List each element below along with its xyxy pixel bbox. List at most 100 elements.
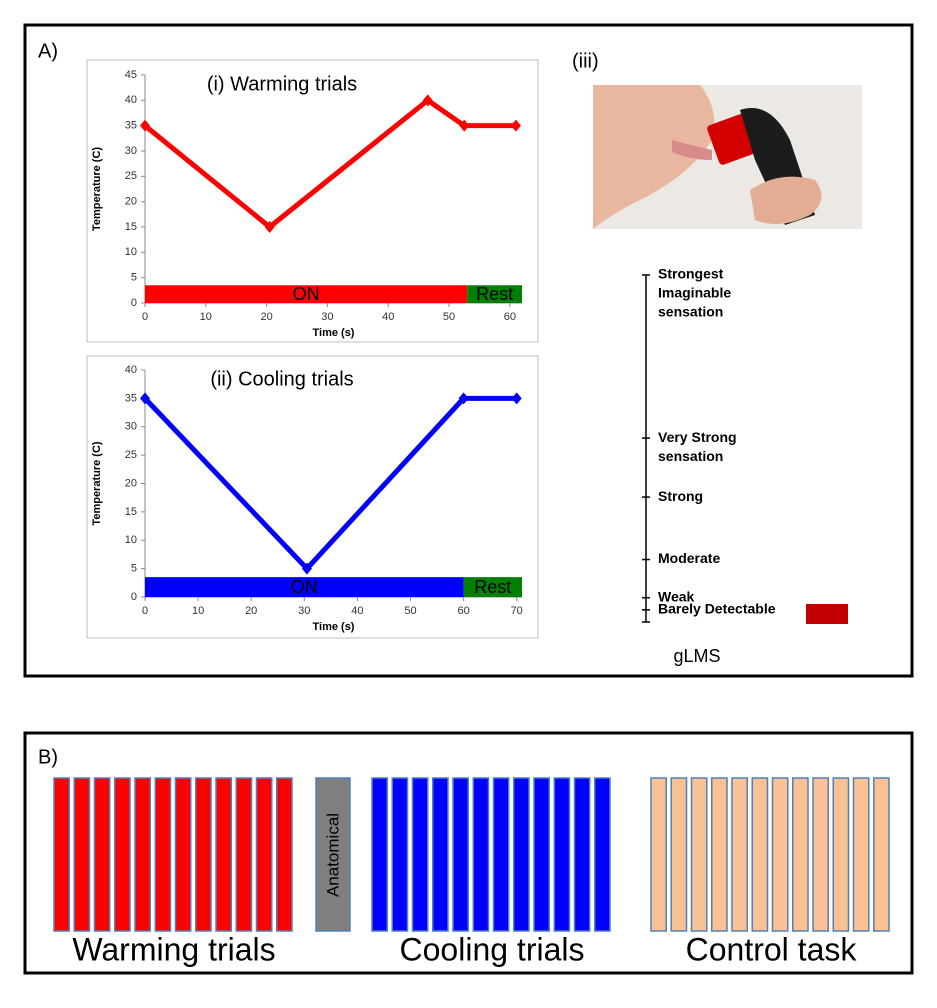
x-tick-label: 40 (382, 311, 394, 323)
trial-block (731, 777, 748, 932)
x-tick-label: 70 (511, 605, 523, 617)
point-marker (458, 392, 469, 405)
trial-block (812, 777, 829, 932)
photo (593, 85, 862, 229)
trial-block (832, 777, 850, 932)
y-tick-label: 15 (125, 221, 137, 233)
group-label: Warming trials (72, 931, 275, 967)
photo-hand (750, 176, 822, 224)
panel-a-label: A) (38, 40, 58, 62)
trial-block (114, 777, 131, 932)
trial-block (533, 777, 550, 932)
trial-block (411, 777, 429, 932)
y-tick-label: 20 (125, 477, 137, 489)
y-tick-label: 25 (125, 449, 137, 461)
trial-block (751, 777, 769, 932)
phase-band (145, 285, 468, 303)
y-tick-label: 30 (125, 421, 137, 433)
scale-label: Moderate (658, 550, 720, 566)
trial-block (650, 777, 667, 932)
trial-block (432, 777, 449, 932)
trial-block (134, 777, 151, 932)
trial-block (255, 777, 273, 932)
y-tick-label: 30 (125, 145, 137, 157)
x-axis-label: Time (s) (313, 621, 355, 633)
x-tick-label: 50 (443, 311, 455, 323)
trial-block (452, 777, 469, 932)
y-tick-label: 20 (125, 196, 137, 208)
y-tick-label: 45 (125, 69, 137, 81)
photo-lips (672, 140, 712, 160)
trial-block (391, 777, 409, 932)
temperature-line (143, 395, 517, 572)
phase-label: ON (291, 577, 318, 597)
photo-face (593, 85, 715, 229)
y-tick-label: 5 (131, 272, 137, 284)
trial-block (472, 777, 490, 932)
trial-block (276, 777, 293, 932)
y-axis-label: Temperature (C) (91, 441, 103, 525)
scale-label: Strongest (658, 266, 724, 282)
x-tick-label: 0 (142, 605, 148, 617)
trial-block (873, 777, 890, 932)
scale-label: sensation (658, 448, 723, 464)
scale-label: Weak (658, 588, 695, 604)
trial-block (553, 777, 571, 932)
trial-block (215, 777, 232, 932)
trial-block (711, 777, 728, 932)
scale-name: gLMS (673, 646, 720, 666)
point-marker (264, 221, 275, 233)
group-label: Cooling trials (400, 931, 585, 967)
y-tick-label: 15 (125, 506, 137, 518)
panel-b-frame (23, 731, 914, 975)
scale-label: Very Strong (658, 429, 737, 445)
point-marker (140, 119, 150, 132)
point-marker (511, 392, 522, 405)
trial-block (174, 777, 192, 932)
y-tick-label: 5 (131, 563, 137, 575)
trial-block (492, 777, 510, 932)
x-tick-label: 60 (457, 605, 469, 617)
group-label: Control task (686, 931, 858, 967)
y-tick-label: 40 (125, 364, 137, 376)
y-tick-label: 40 (125, 94, 137, 106)
trial-block (771, 777, 789, 932)
phase-label: Rest (474, 577, 511, 597)
trial-block (670, 777, 688, 932)
chart-title: (ii) Cooling trials (210, 368, 353, 390)
y-tick-label: 35 (125, 120, 137, 132)
x-tick-label: 10 (200, 311, 212, 323)
y-tick-label: 10 (125, 246, 137, 258)
trial-block (513, 777, 530, 932)
panel-b-label: B) (38, 746, 58, 768)
trial-block (154, 777, 172, 932)
phase-label: ON (293, 284, 320, 304)
x-tick-label: 0 (142, 311, 148, 323)
phase-band (467, 285, 522, 303)
trial-block (573, 777, 591, 932)
y-axis-label: Temperature (C) (91, 147, 103, 231)
scale-label: Imaginable (658, 285, 731, 301)
trial-block (690, 777, 708, 932)
point-marker (422, 94, 433, 107)
x-tick-label: 10 (192, 605, 204, 617)
phase-label: Rest (476, 284, 513, 304)
panel-a-frame (23, 23, 914, 678)
trial-block (235, 777, 253, 932)
x-tick-label: 50 (404, 605, 416, 617)
x-tick-label: 20 (245, 605, 257, 617)
y-tick-label: 0 (131, 297, 137, 309)
x-tick-label: 40 (351, 605, 363, 617)
trial-block (53, 777, 70, 932)
trial-block (93, 777, 111, 932)
point-marker (510, 119, 521, 132)
scale-label: Barely Detectable (658, 601, 776, 617)
x-tick-label: 20 (260, 311, 272, 323)
x-tick-label: 30 (298, 605, 310, 617)
trial-block (195, 777, 212, 932)
x-tick-label: 30 (321, 311, 333, 323)
x-axis-label: Time (s) (313, 327, 355, 339)
scale-label: sensation (658, 304, 723, 320)
